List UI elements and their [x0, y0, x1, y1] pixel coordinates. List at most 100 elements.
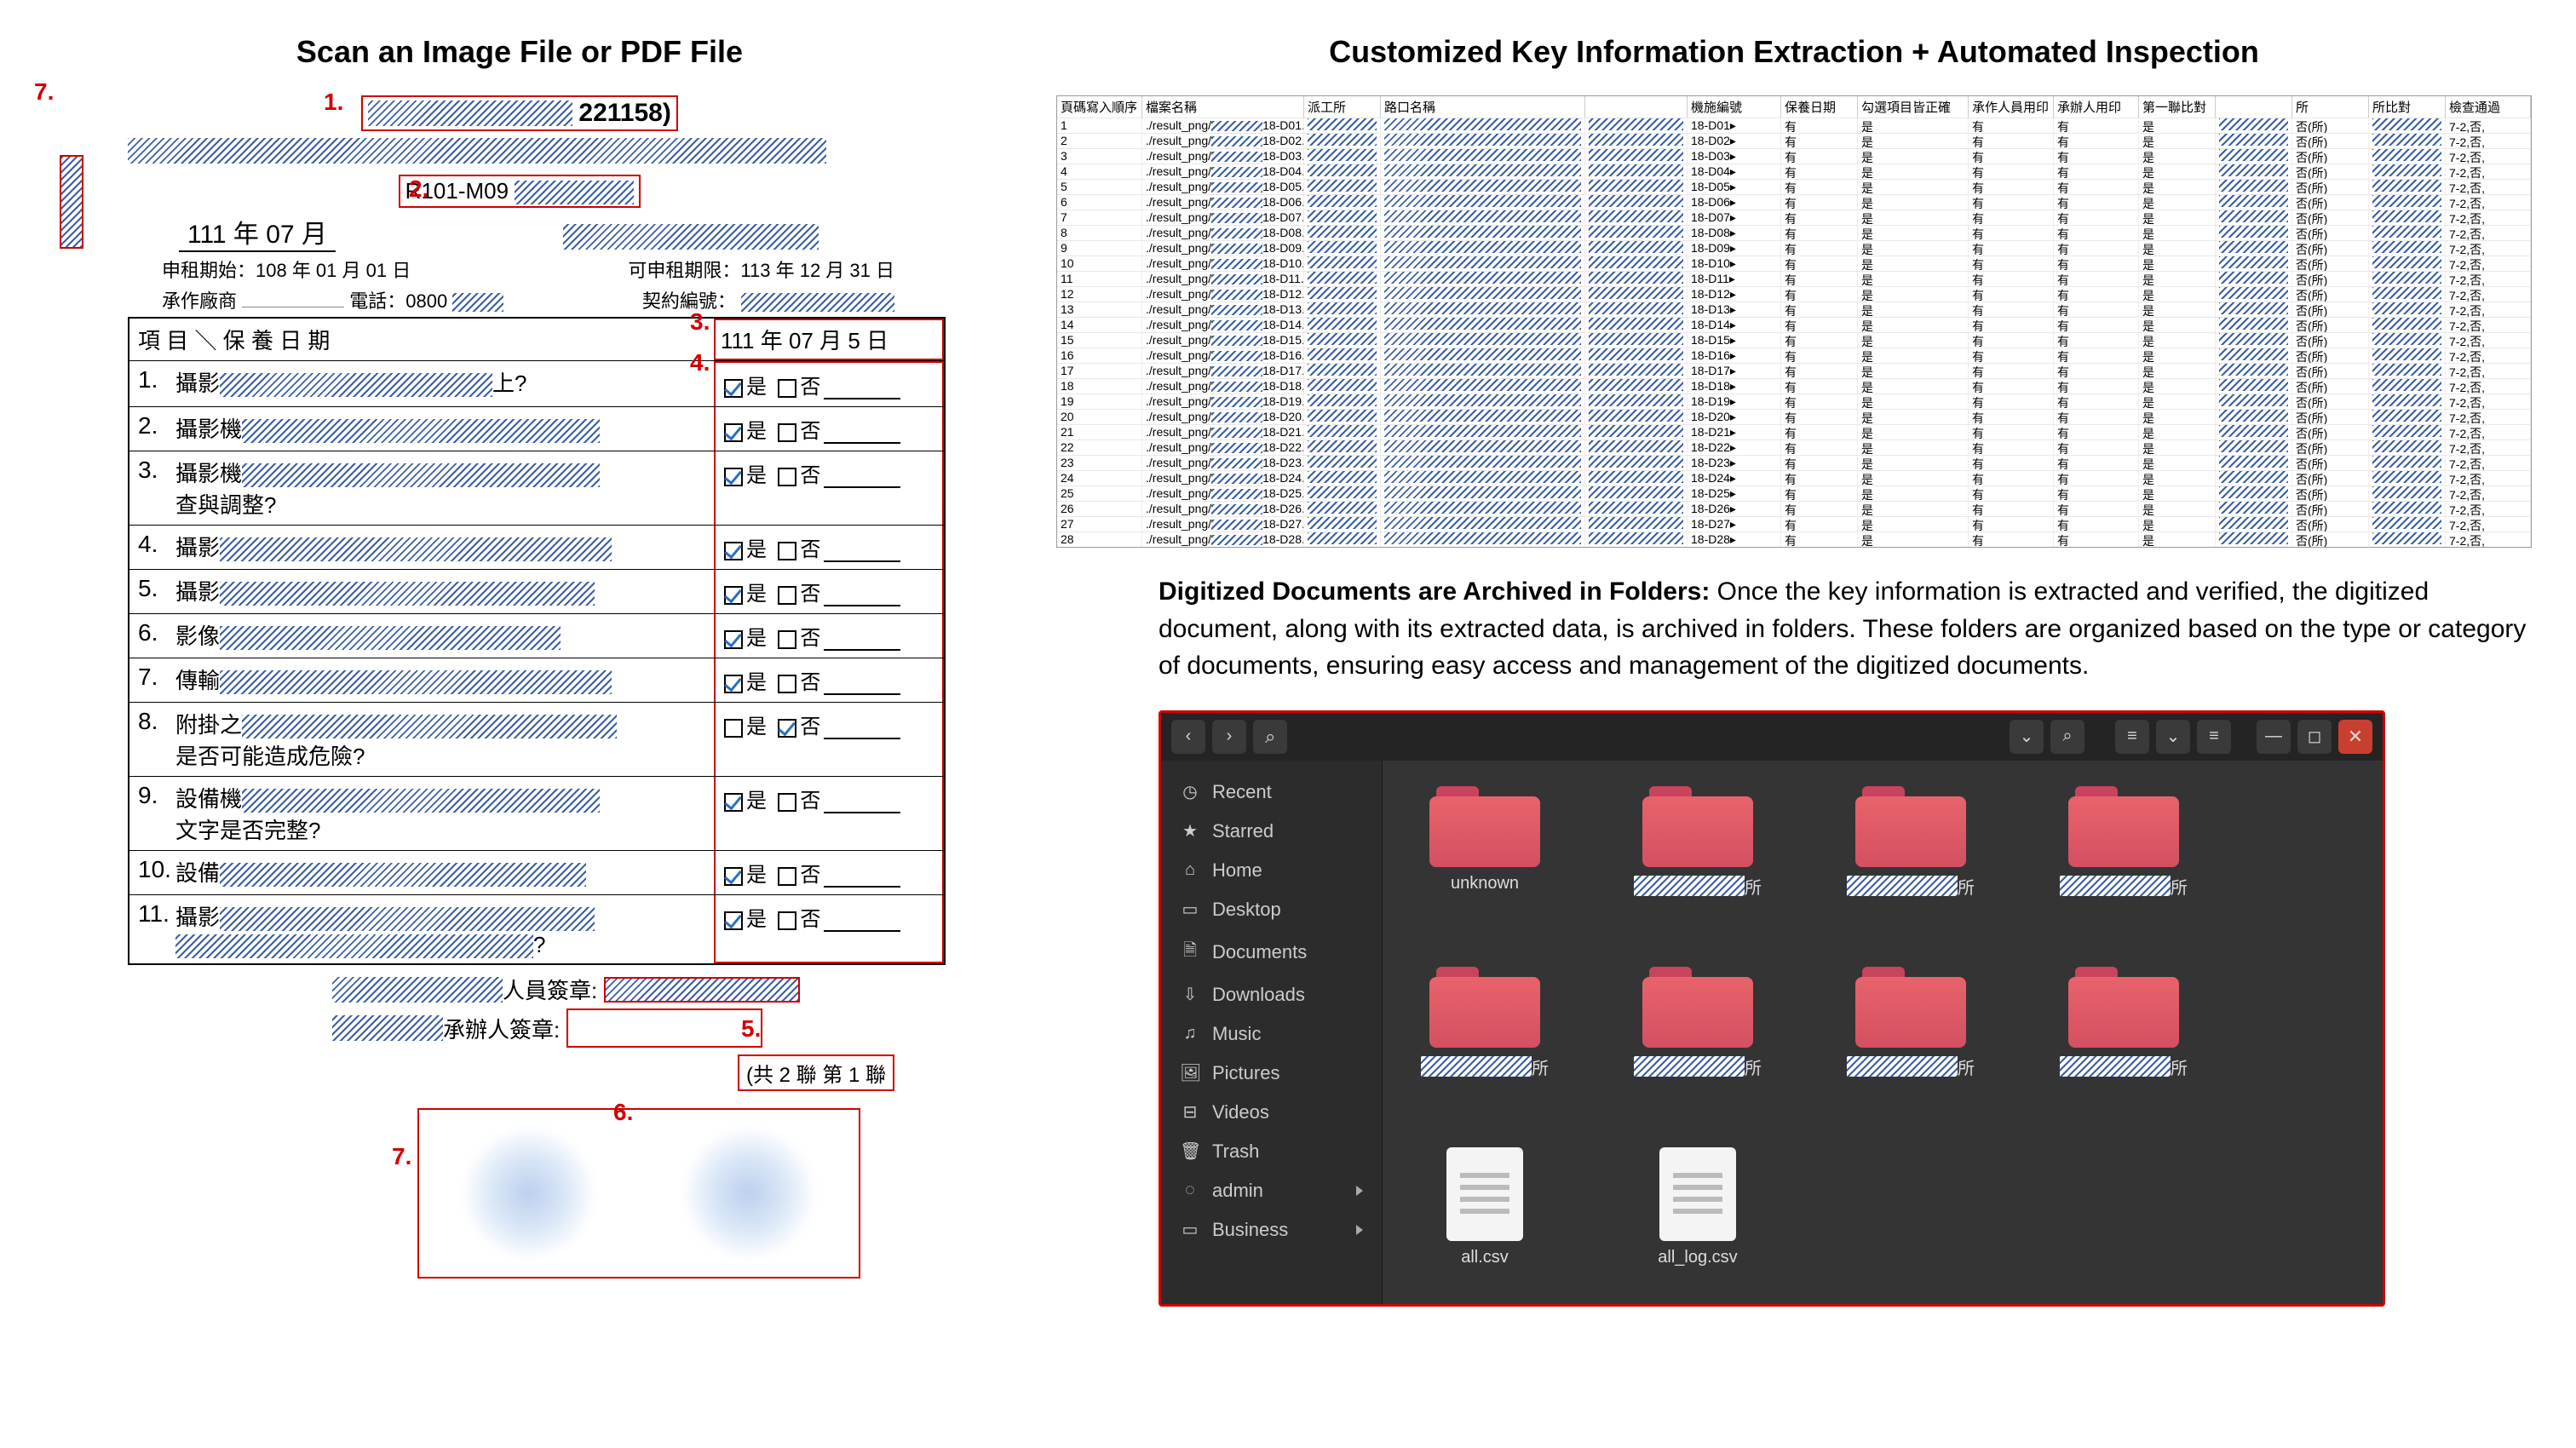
checkbox-no[interactable]	[778, 719, 796, 738]
checkbox-yes[interactable]	[724, 586, 743, 605]
sidebar-item-pictures[interactable]: 🖼Pictures	[1161, 1054, 1382, 1093]
dropdown-button[interactable]: ⌄	[2010, 720, 2044, 754]
spreadsheet-cell: 有	[1969, 272, 2054, 286]
spreadsheet-cell	[1304, 195, 1381, 210]
checkbox-yes[interactable]	[724, 542, 743, 560]
checkbox-no[interactable]	[778, 630, 796, 649]
sidebar-icon: ◷	[1180, 781, 1200, 802]
checkbox-yes[interactable]	[724, 793, 743, 812]
spreadsheet-cell: 18-D14▸	[1688, 318, 1781, 332]
cell-redact	[2372, 502, 2441, 514]
cell-redact	[2219, 149, 2288, 161]
folder-item[interactable]: 所	[1834, 786, 1987, 899]
close-button[interactable]: ✕	[2338, 720, 2372, 754]
sidebar-item-music[interactable]: ♫Music	[1161, 1014, 1382, 1054]
checkbox-no[interactable]	[778, 423, 796, 442]
sidebar-item-home[interactable]: ⌂Home	[1161, 851, 1382, 890]
spreadsheet-cell: ./result_png/18-D16.png	[1142, 348, 1304, 363]
folder-label-redacted	[2060, 1056, 2171, 1077]
nav-back-button[interactable]: ‹	[1171, 720, 1205, 754]
search-button[interactable]: ⌕	[2050, 720, 2084, 754]
minimize-button[interactable]: —	[2257, 720, 2291, 754]
checkbox-no[interactable]	[778, 675, 796, 693]
cell-redact	[1308, 195, 1377, 207]
spreadsheet-cell: 是	[1858, 226, 1969, 240]
checkbox-yes[interactable]	[724, 468, 743, 486]
maximize-button[interactable]: ◻	[2297, 720, 2332, 754]
folder-item[interactable]: 所	[1834, 967, 1987, 1079]
folder-item[interactable]: 所	[1408, 967, 1561, 1079]
file-item[interactable]: all.csv	[1408, 1147, 1561, 1267]
spreadsheet-cell	[2369, 456, 2446, 470]
cell-redact	[1589, 532, 1683, 544]
checkbox-yes[interactable]	[724, 379, 743, 398]
sidebar-item-trash[interactable]: 🗑Trash	[1161, 1132, 1382, 1171]
view-list-button[interactable]: ≡	[2115, 720, 2149, 754]
sidebar-item-downloads[interactable]: ⇩Downloads	[1161, 975, 1382, 1014]
spreadsheet-cell: 否(所)	[2292, 348, 2369, 363]
view-more-button[interactable]: ⌄	[2156, 720, 2190, 754]
spreadsheet-cell	[2216, 532, 2292, 547]
sidebar-item-admin[interactable]: ◌admin	[1161, 1171, 1382, 1210]
cell-redact	[1589, 195, 1683, 207]
sidebar-icon: 🗎	[1180, 938, 1200, 967]
sidebar-item-desktop[interactable]: ▭Desktop	[1161, 890, 1382, 929]
checkbox-yes[interactable]	[724, 423, 743, 442]
menu-button[interactable]: ≡	[2197, 720, 2231, 754]
sidebar-item-documents[interactable]: 🗎 Documents	[1161, 929, 1382, 975]
checkbox-no[interactable]	[778, 468, 796, 486]
spreadsheet-cell: 7-2,否,	[2446, 256, 2531, 271]
checkbox-no[interactable]	[778, 542, 796, 560]
cell-redact	[2372, 256, 2441, 268]
spreadsheet-cell: 有	[1781, 118, 1858, 133]
cell-redact	[2219, 379, 2288, 391]
spreadsheet-cell: 18-D18▸	[1688, 379, 1781, 394]
spreadsheet-cell: 是	[1858, 318, 1969, 332]
spreadsheet-row: 17./result_png/18-D17.png18-D17▸有是有有是否(所…	[1057, 363, 2531, 378]
file-icon	[1446, 1147, 1523, 1241]
fb-titlebar: ‹ › ⌕ ⌄ ⌕ ≡ ⌄ ≡ — ◻ ✕	[1161, 713, 2383, 761]
spreadsheet-cell: 否(所)	[2292, 241, 2369, 256]
folder-item[interactable]: 所	[1621, 967, 1774, 1079]
spreadsheet-cell: 有	[2054, 364, 2139, 378]
spreadsheet-cell	[1304, 532, 1381, 547]
folder-item[interactable]: unknown	[1408, 786, 1561, 899]
cell-redact	[1308, 272, 1377, 284]
spreadsheet-cell: 有	[1781, 256, 1858, 271]
checkbox-no[interactable]	[778, 586, 796, 605]
spreadsheet-cell: 是	[1858, 348, 1969, 363]
path-pill[interactable]: ⌕	[1253, 720, 1287, 754]
spreadsheet-cell	[1304, 272, 1381, 286]
checkbox-no[interactable]	[778, 793, 796, 812]
checkbox-yes[interactable]	[724, 719, 743, 738]
checkbox-no[interactable]	[778, 911, 796, 930]
checkbox-yes[interactable]	[724, 867, 743, 886]
sidebar-item-business[interactable]: ▭Business	[1161, 1210, 1382, 1250]
checkbox-no[interactable]	[778, 379, 796, 398]
spreadsheet-cell: 是	[1858, 456, 1969, 470]
folder-label-redacted	[2060, 876, 2171, 896]
sidebar-item-recent[interactable]: ◷Recent	[1161, 773, 1382, 812]
sidebar-item-videos[interactable]: ⊟Videos	[1161, 1093, 1382, 1132]
spreadsheet-cell: 7-2,否,	[2446, 517, 2531, 532]
row-number: 2.	[129, 407, 172, 451]
checkbox-no[interactable]	[778, 867, 796, 886]
folder-item[interactable]: 所	[1621, 786, 1774, 899]
cell-redact	[2372, 241, 2441, 253]
sidebar-item-starred[interactable]: ★Starred	[1161, 812, 1382, 851]
nav-fwd-button[interactable]: ›	[1212, 720, 1246, 754]
sidebar-label: Documents	[1212, 941, 1307, 963]
row-desc: 設備	[172, 851, 714, 894]
row-check: 是 否	[714, 777, 944, 850]
folder-item[interactable]: 所	[2047, 786, 2200, 899]
row-number: 4.	[129, 526, 172, 569]
checkbox-yes[interactable]	[724, 630, 743, 649]
spreadsheet-cell: 是	[2139, 164, 2216, 179]
folder-item[interactable]: 所	[2047, 967, 2200, 1079]
spreadsheet-cell: 有	[2054, 226, 2139, 240]
cell-redact	[1384, 149, 1581, 161]
checkbox-yes[interactable]	[724, 675, 743, 693]
file-item[interactable]: all_log.csv	[1621, 1147, 1774, 1267]
spreadsheet-cell: 9	[1057, 241, 1142, 256]
checkbox-yes[interactable]	[724, 911, 743, 930]
